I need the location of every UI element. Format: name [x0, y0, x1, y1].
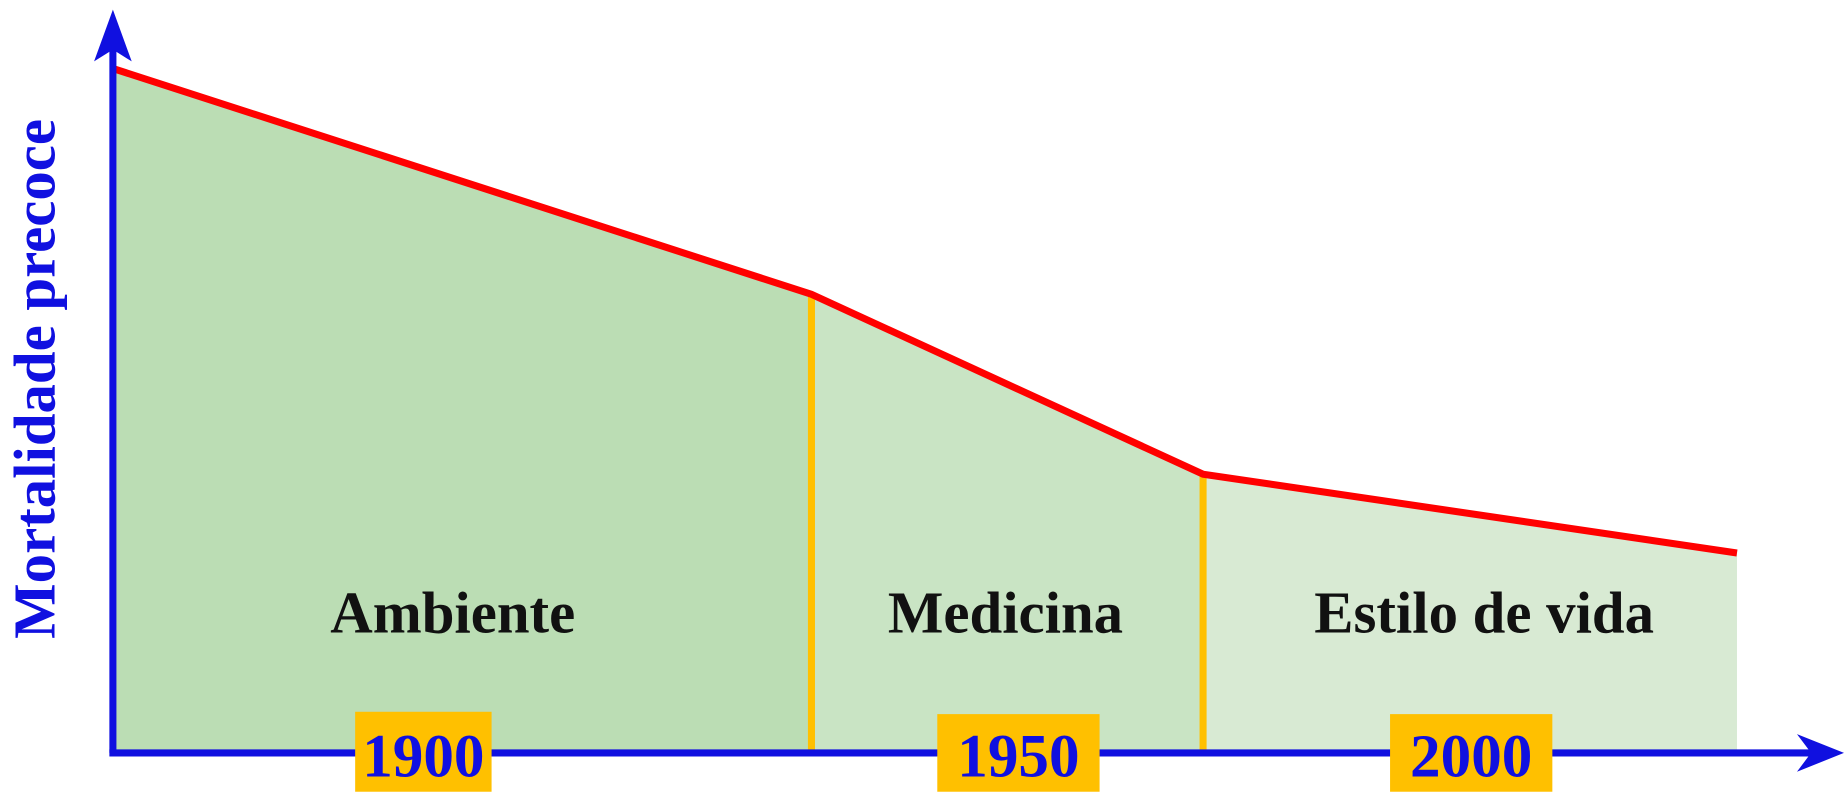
y-axis-arrow [94, 9, 132, 62]
y-axis-label: Mortalidade precoce [3, 119, 68, 639]
region-label: Estilo de vida [1314, 580, 1654, 645]
year-box [355, 711, 492, 792]
x-axis-arrow [1796, 734, 1844, 772]
region-area [811, 294, 1204, 753]
year-label: 2000 [1410, 723, 1532, 790]
trend-line [111, 65, 1738, 557]
year-box [937, 714, 1100, 792]
region-label: Ambiente [330, 580, 575, 645]
year-label: 1900 [362, 723, 484, 790]
region-area [112, 68, 812, 753]
region-area [1203, 474, 1737, 753]
year-label: 1950 [957, 723, 1079, 790]
region-label: Medicina [888, 580, 1123, 645]
year-box [1390, 714, 1553, 792]
